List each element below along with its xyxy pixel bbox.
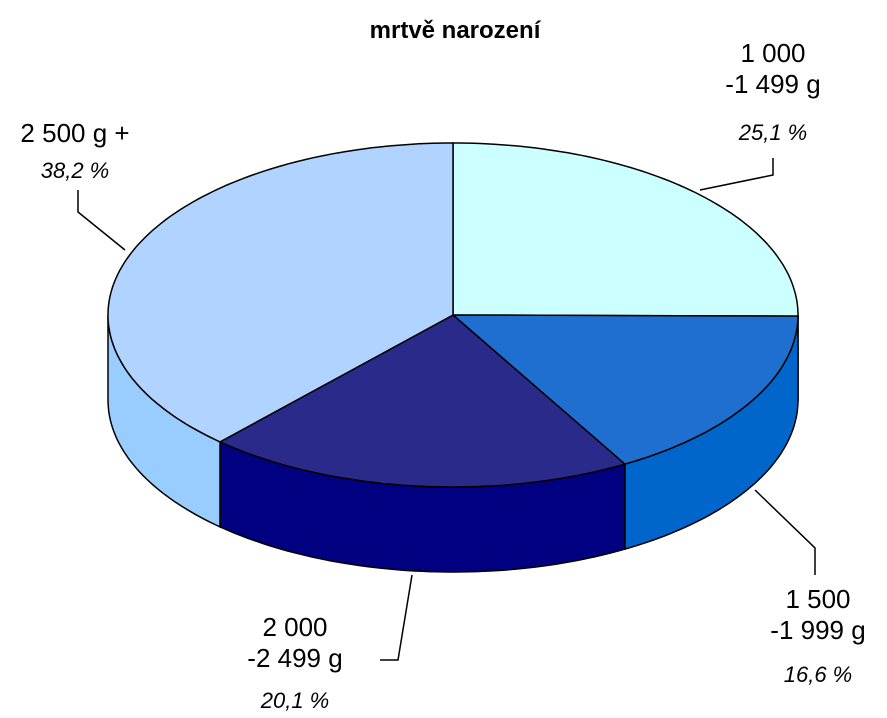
pie-slice <box>107 142 454 443</box>
leader-line <box>77 190 126 251</box>
category-label: 1 500 -1 999 g <box>770 584 865 645</box>
value-label: 20,1 % <box>260 688 330 713</box>
labels: 1 000 -1 499 g 25,1 % 1 500 -1 999 g 16,6 % 2 … <box>20 38 865 713</box>
leader-line <box>754 489 816 575</box>
category-label: 1 000 -1 499 g <box>725 38 820 99</box>
pie-slice <box>450 314 799 465</box>
value-label: 38,2 % <box>41 158 110 183</box>
pie-slice <box>452 142 799 317</box>
leader-lines <box>77 158 816 661</box>
pie-tops <box>107 142 799 488</box>
category-label: 2 500 g + <box>20 118 129 148</box>
category-label: 2 000 -2 499 g <box>247 612 342 673</box>
value-label: 25,1 % <box>738 120 808 145</box>
leader-line <box>699 158 774 191</box>
pie-slice <box>218 314 627 488</box>
value-label: 16,6 % <box>784 662 853 687</box>
chart-title: mrtvě narození <box>370 17 542 44</box>
leader-line <box>380 574 413 661</box>
